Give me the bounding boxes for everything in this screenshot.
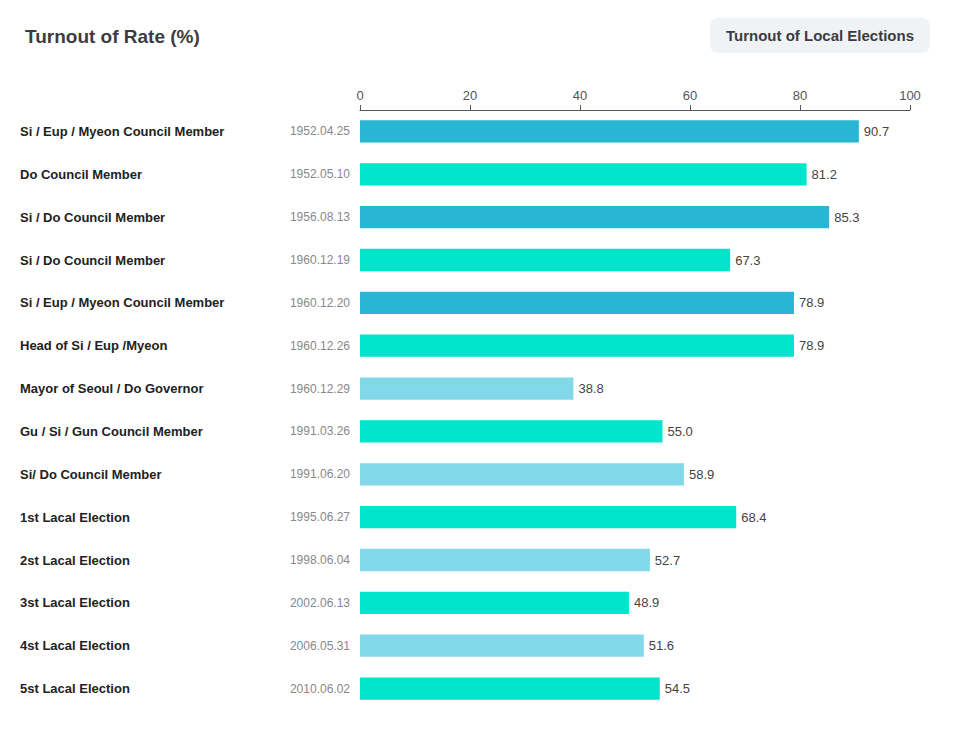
svg-text:1960.12.29: 1960.12.29 (290, 382, 350, 396)
svg-text:51.6: 51.6 (649, 638, 674, 653)
svg-text:54.5: 54.5 (665, 681, 690, 696)
svg-text:2010.06.02: 2010.06.02 (290, 682, 350, 696)
svg-text:60: 60 (683, 88, 697, 103)
svg-text:Turnout of Local Elections: Turnout of Local Elections (726, 27, 914, 44)
svg-text:52.7: 52.7 (655, 553, 680, 568)
svg-text:2002.06.13: 2002.06.13 (290, 596, 350, 610)
svg-text:1960.12.26: 1960.12.26 (290, 339, 350, 353)
svg-text:38.8: 38.8 (578, 381, 603, 396)
svg-text:Si / Do Council Member: Si / Do Council Member (20, 253, 165, 268)
svg-text:Si / Eup / Myeon Council Membe: Si / Eup / Myeon Council Member (20, 124, 224, 139)
svg-text:68.4: 68.4 (741, 510, 766, 525)
svg-text:Do Council Member: Do Council Member (20, 167, 142, 182)
svg-text:1960.12.19: 1960.12.19 (290, 253, 350, 267)
svg-text:Head of Si / Eup /Myeon: Head of Si / Eup /Myeon (20, 338, 167, 353)
svg-text:1995.06.27: 1995.06.27 (290, 510, 350, 524)
svg-text:85.3: 85.3 (834, 210, 859, 225)
svg-text:48.9: 48.9 (634, 595, 659, 610)
svg-text:1991.03.26: 1991.03.26 (290, 424, 350, 438)
svg-text:100: 100 (899, 88, 921, 103)
svg-text:90.7: 90.7 (864, 124, 889, 139)
svg-text:2006.05.31: 2006.05.31 (290, 639, 350, 653)
svg-text:81.2: 81.2 (812, 167, 837, 182)
svg-text:80: 80 (793, 88, 807, 103)
svg-text:0: 0 (356, 88, 363, 103)
svg-text:2st Lacal Election: 2st Lacal Election (20, 553, 130, 568)
svg-text:1956.08.13: 1956.08.13 (290, 210, 350, 224)
svg-text:78.9: 78.9 (799, 295, 824, 310)
svg-text:Si / Do Council Member: Si / Do Council Member (20, 210, 165, 225)
svg-text:40: 40 (573, 88, 587, 103)
svg-text:1960.12.20: 1960.12.20 (290, 296, 350, 310)
svg-text:1991.06.20: 1991.06.20 (290, 467, 350, 481)
svg-text:20: 20 (463, 88, 477, 103)
svg-text:78.9: 78.9 (799, 338, 824, 353)
svg-text:5st Lacal Election: 5st Lacal Election (20, 681, 130, 696)
svg-text:58.9: 58.9 (689, 467, 714, 482)
svg-text:1st Lacal Election: 1st Lacal Election (20, 510, 130, 525)
svg-text:Gu / Si / Gun Council Member: Gu / Si / Gun Council Member (20, 424, 203, 439)
svg-text:Turnout of Rate (%): Turnout of Rate (%) (25, 26, 200, 47)
svg-text:67.3: 67.3 (735, 253, 760, 268)
svg-text:55.0: 55.0 (668, 424, 693, 439)
svg-text:1952.04.25: 1952.04.25 (290, 124, 350, 138)
svg-text:1998.06.04: 1998.06.04 (290, 553, 350, 567)
svg-text:Mayor of Seoul / Do Governor: Mayor of Seoul / Do Governor (20, 381, 203, 396)
svg-text:4st Lacal Election: 4st Lacal Election (20, 638, 130, 653)
svg-text:1952.05.10: 1952.05.10 (290, 167, 350, 181)
svg-text:Si / Eup / Myeon Council Membe: Si / Eup / Myeon Council Member (20, 295, 224, 310)
svg-text:Si/ Do Council Member: Si/ Do Council Member (20, 467, 162, 482)
svg-text:3st Lacal Election: 3st Lacal Election (20, 595, 130, 610)
